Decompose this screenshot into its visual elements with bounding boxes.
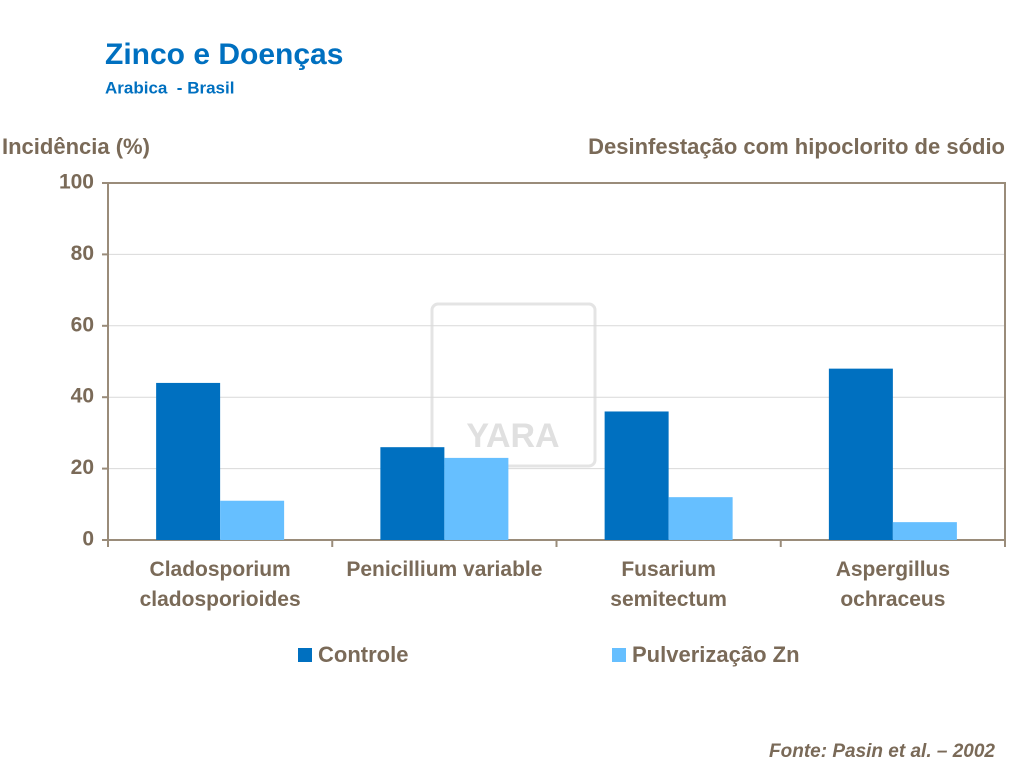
bar	[892, 522, 957, 540]
chart-title: Zinco e Doenças	[105, 38, 343, 71]
y-tick-label: 60	[71, 313, 94, 336]
source: Fonte: Pasin et al. – 2002	[769, 741, 995, 762]
bar	[380, 447, 445, 540]
x-tick-label: Cladosporium cladosporioides	[139, 558, 301, 611]
legend-swatch	[298, 648, 312, 662]
y-tick-label: 20	[71, 456, 94, 479]
bar	[604, 411, 669, 540]
x-tick-label: Fusarium semitectum	[610, 558, 727, 611]
annotation: Desinfestação com hipoclorito de sódio	[588, 134, 1005, 159]
bar	[828, 368, 893, 540]
y-tick-label: 80	[71, 242, 94, 265]
bar	[156, 382, 221, 540]
watermark: YARA	[466, 417, 559, 455]
bar	[668, 497, 733, 540]
x-tick-label: Penicillium variable	[346, 558, 543, 581]
legend-swatch	[612, 648, 626, 662]
x-tick-label: Aspergillus ochraceus	[835, 558, 951, 611]
watermark-frame	[430, 302, 597, 468]
y-tick-label: 100	[59, 171, 94, 194]
y-tick-label: 40	[71, 385, 94, 408]
chart-subtitle: Arabica - Brasil	[105, 78, 234, 97]
bar	[444, 457, 509, 540]
y-axis-label: Incidência (%)	[2, 134, 150, 159]
legend-label: Controle	[318, 642, 408, 667]
y-tick-label: 0	[82, 528, 94, 551]
legend-label: Pulverização Zn	[632, 642, 800, 667]
bar	[220, 500, 285, 540]
